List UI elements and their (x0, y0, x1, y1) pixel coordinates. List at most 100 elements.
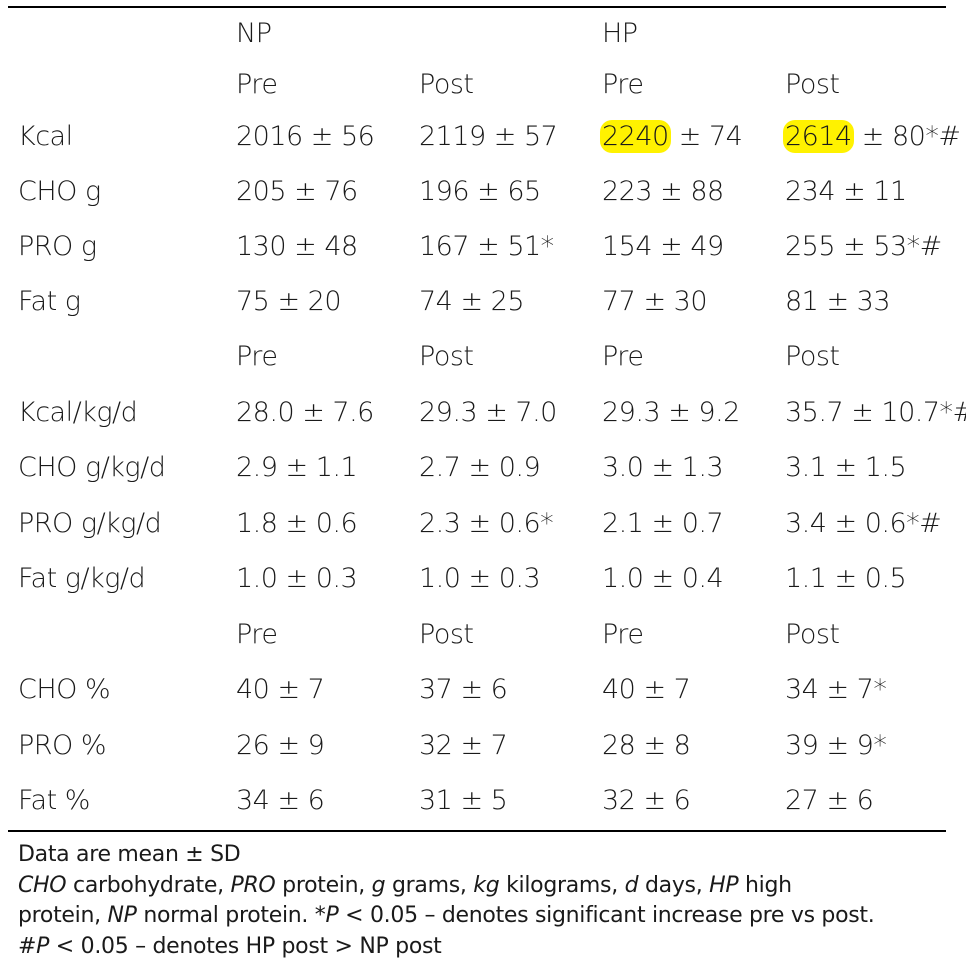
row-label: Fat g (18, 286, 81, 317)
table-row: PRO g 130 ± 48 167 ± 51* 154 ± 49 255 ± … (0, 219, 966, 274)
highlighted-value: 2614 (783, 120, 854, 153)
hp-pre-value: 2240 ± 74 (600, 109, 743, 164)
value-remainder: ± 80*# (853, 121, 961, 152)
value-remainder: ± 74 (670, 121, 743, 152)
section-header-pre: Pre (602, 619, 644, 650)
column-header-row: Pre Post Pre Post (0, 57, 966, 112)
np-pre-value: 2.9 ± 1.1 (236, 452, 358, 483)
np-post-value: 2.3 ± 0.6* (419, 508, 554, 539)
section-header-pre: Pre (236, 341, 278, 372)
table-row: PRO % 26 ± 9 32 ± 7 28 ± 8 39 ± 9* (0, 718, 966, 773)
abbr-term: CHO (18, 872, 67, 898)
table-row: Fat % 34 ± 6 31 ± 5 32 ± 6 27 ± 6 (0, 773, 966, 828)
np-post-value: 196 ± 65 (419, 176, 541, 207)
hp-post-value: 255 ± 53*# (785, 231, 942, 262)
hp-post-value: 234 ± 11 (785, 176, 907, 207)
hp-post-value: 34 ± 7* (785, 674, 887, 705)
abbr-def: carbohydrate, (66, 872, 231, 898)
abbr-term: NP (107, 903, 137, 928)
p-symbol: P (36, 933, 50, 959)
footnote-text: < 0.05 – denotes significant increase pr… (338, 903, 875, 928)
abbr-def: days, (638, 872, 710, 898)
footnote-significance: protein, NP normal protein. *P < 0.05 – … (18, 901, 948, 932)
np-pre-value: 130 ± 48 (236, 231, 358, 262)
hp-pre-value: 2.1 ± 0.7 (602, 508, 724, 539)
np-post-value: 37 ± 6 (419, 674, 508, 705)
hp-post-value: 81 ± 33 (785, 286, 891, 317)
group-header-hp: HP (602, 18, 638, 49)
np-post-value: 31 ± 5 (419, 785, 508, 816)
row-label: Kcal (18, 121, 73, 152)
abbr-term: kg (473, 872, 500, 898)
footnote-abbreviations: CHO carbohydrate, PRO protein, g grams, … (18, 871, 948, 902)
column-header-hp-post: Post (785, 69, 840, 100)
hp-post-value: 27 ± 6 (785, 785, 874, 816)
hp-post-value: 2614 ± 80*# (783, 109, 961, 164)
row-label: CHO g/kg/d (18, 452, 166, 483)
hp-post-value: 39 ± 9* (785, 730, 887, 761)
group-header-row: NP HP (0, 6, 966, 61)
row-label: PRO % (18, 730, 107, 761)
abbr-def: grams, (385, 872, 474, 898)
row-label: PRO g (18, 231, 97, 262)
hp-post-value: 3.4 ± 0.6*# (785, 508, 942, 539)
column-header-np-post: Post (419, 69, 474, 100)
table-top-rule (8, 6, 946, 8)
column-header-hp-pre: Pre (602, 69, 644, 100)
section-header-pre: Pre (602, 341, 644, 372)
np-post-value: 167 ± 51* (419, 231, 554, 262)
table-row: Fat g/kg/d 1.0 ± 0.3 1.0 ± 0.3 1.0 ± 0.4… (0, 551, 966, 606)
abbr-term: PRO (230, 872, 276, 898)
hp-pre-value: 1.0 ± 0.4 (602, 563, 724, 594)
row-label: Fat % (18, 785, 90, 816)
np-pre-value: 34 ± 6 (236, 785, 325, 816)
hp-pre-value: 29.3 ± 9.2 (602, 397, 740, 428)
section-header-post: Post (785, 341, 840, 372)
footnote-line: Data are mean ± SD (18, 842, 241, 867)
section-header-post: Post (785, 619, 840, 650)
np-pre-value: 1.0 ± 0.3 (236, 563, 358, 594)
section-header-post: Post (419, 341, 474, 372)
np-pre-value: 40 ± 7 (236, 674, 325, 705)
abbr-def: high (738, 872, 792, 898)
footnote-text: # (18, 933, 37, 959)
hp-pre-value: 28 ± 8 (602, 730, 691, 761)
section-header-pre: Pre (236, 619, 278, 650)
group-header-np: NP (236, 18, 272, 49)
abbr-term: HP (709, 872, 739, 898)
hp-post-value: 35.7 ± 10.7*# (785, 397, 966, 428)
p-symbol: P (325, 903, 339, 928)
table-row: Fat g 75 ± 20 74 ± 25 77 ± 30 81 ± 33 (0, 274, 966, 329)
np-post-value: 1.0 ± 0.3 (419, 563, 541, 594)
hp-post-value: 3.1 ± 1.5 (785, 452, 907, 483)
section-header-row: Pre Post Pre Post (0, 329, 966, 384)
table-row: PRO g/kg/d 1.8 ± 0.6 2.3 ± 0.6* 2.1 ± 0.… (0, 496, 966, 551)
np-post-value: 32 ± 7 (419, 730, 508, 761)
hp-pre-value: 154 ± 49 (602, 231, 724, 262)
np-pre-value: 26 ± 9 (236, 730, 325, 761)
footnote-hp-np: #P < 0.05 – denotes HP post > NP post (18, 932, 948, 963)
footnote-text: < 0.05 – denotes HP post > NP post (49, 933, 442, 959)
footnote-text: protein, (18, 903, 108, 928)
np-post-value: 74 ± 25 (419, 286, 525, 317)
footnote-text: normal protein. * (136, 903, 326, 928)
hp-post-value: 1.1 ± 0.5 (785, 563, 907, 594)
table-row: Kcal/kg/d 28.0 ± 7.6 29.3 ± 7.0 29.3 ± 9… (0, 385, 966, 440)
table-row: CHO % 40 ± 7 37 ± 6 40 ± 7 34 ± 7* (0, 662, 966, 717)
table-bottom-rule (8, 830, 946, 832)
hp-pre-value: 3.0 ± 1.3 (602, 452, 724, 483)
np-pre-value: 1.8 ± 0.6 (236, 508, 358, 539)
row-label: Kcal/kg/d (18, 397, 138, 428)
np-pre-value: 28.0 ± 7.6 (236, 397, 374, 428)
abbr-def: protein, (275, 872, 372, 898)
row-label: Fat g/kg/d (18, 563, 146, 594)
highlighted-value: 2240 (600, 120, 671, 153)
row-label: CHO % (18, 674, 111, 705)
abbr-term: g (371, 872, 386, 898)
table-footnotes: Data are mean ± SD CHO carbohydrate, PRO… (18, 840, 948, 962)
np-pre-value: 75 ± 20 (236, 286, 342, 317)
section-header-row: Pre Post Pre Post (0, 607, 966, 662)
abbr-term: d (624, 872, 639, 898)
np-pre-value: 2016 ± 56 (236, 121, 375, 152)
hp-pre-value: 77 ± 30 (602, 286, 708, 317)
